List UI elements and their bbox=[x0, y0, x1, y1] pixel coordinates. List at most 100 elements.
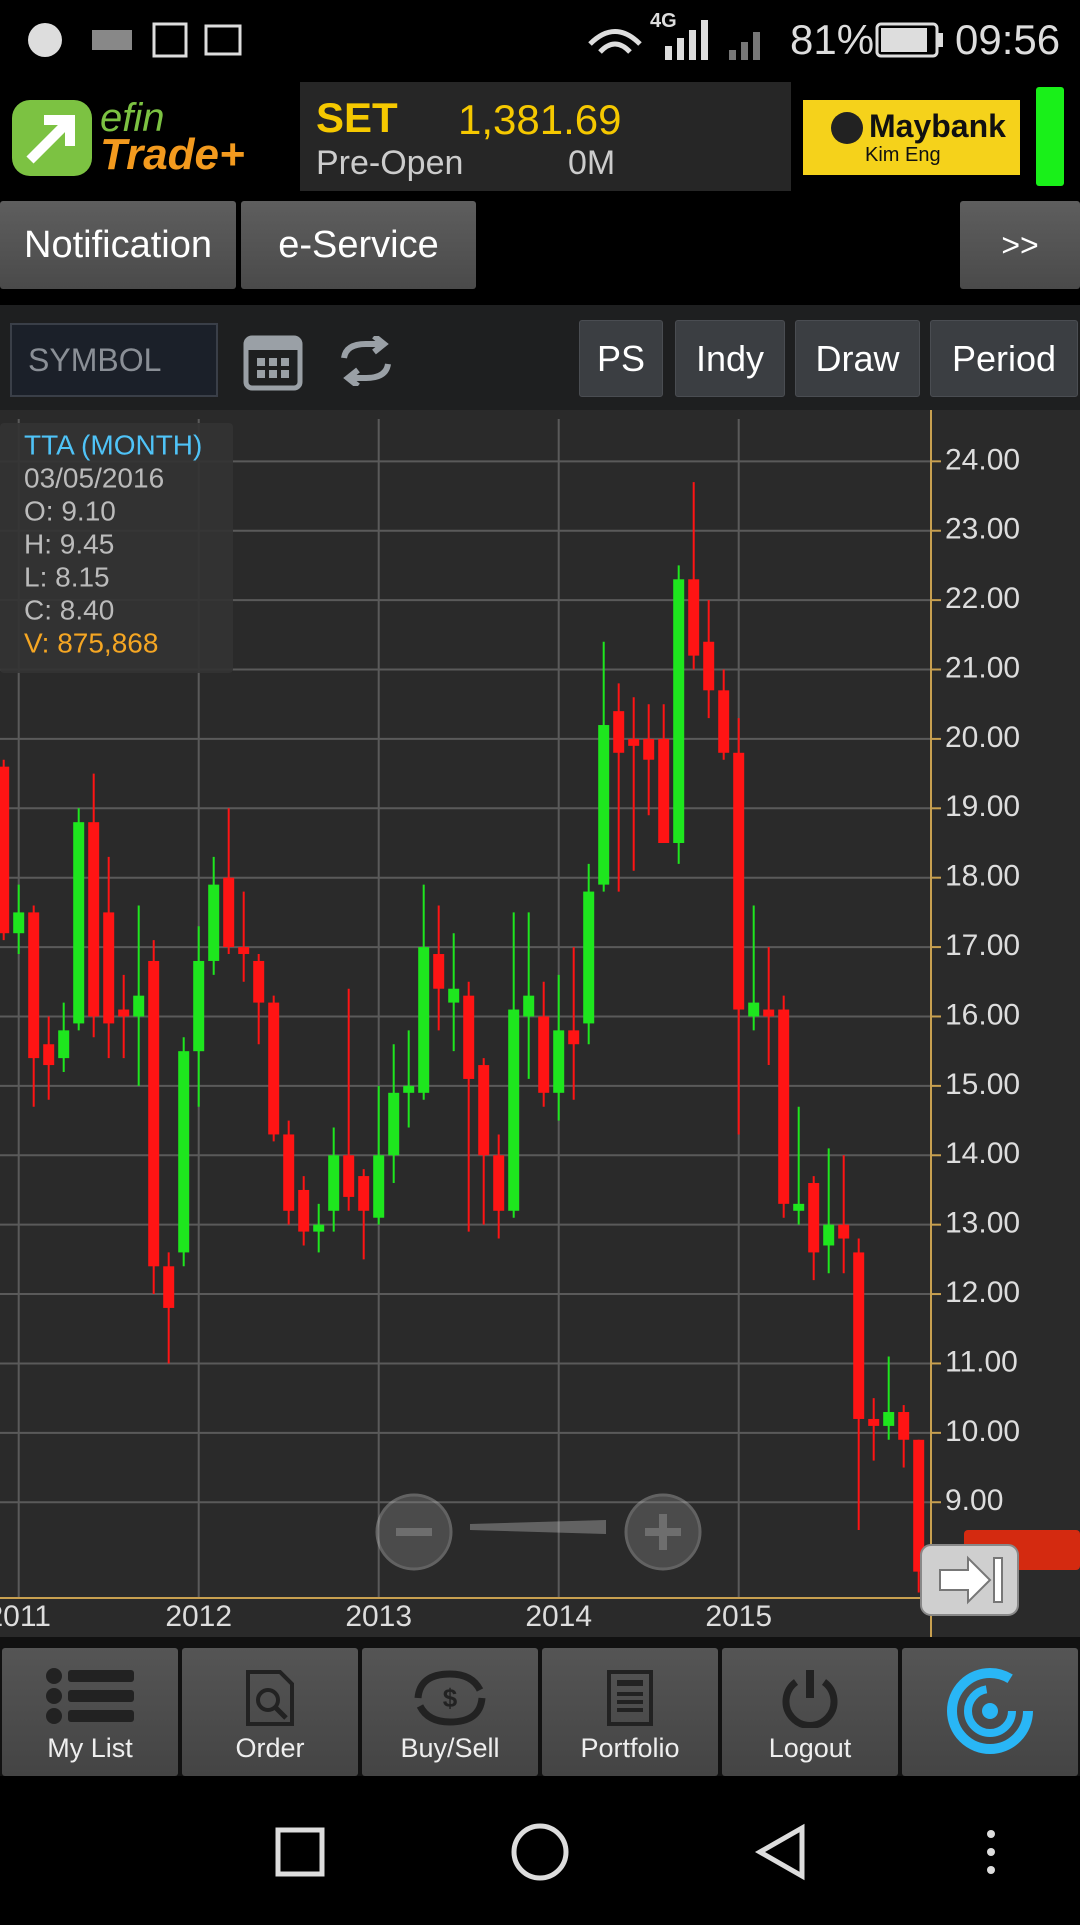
back-button[interactable] bbox=[754, 1823, 805, 1881]
candle-body bbox=[133, 995, 145, 1017]
candle-body bbox=[178, 1051, 190, 1253]
candle-body bbox=[148, 960, 160, 1267]
period-button[interactable]: Period bbox=[930, 320, 1078, 397]
notification-tab[interactable]: Notification bbox=[0, 201, 236, 289]
candle-body bbox=[583, 891, 595, 1024]
exit-fullscreen-button[interactable] bbox=[920, 1544, 1019, 1616]
order-button[interactable]: Order bbox=[182, 1648, 358, 1776]
candle-body bbox=[103, 912, 115, 1024]
candle-body bbox=[28, 912, 40, 1059]
candle-body bbox=[523, 995, 535, 1017]
x-tick-label: 2013 bbox=[345, 1600, 412, 1633]
candle-body bbox=[733, 752, 745, 1010]
buy-sell-label: Buy/Sell bbox=[400, 1733, 500, 1763]
svg-text:$: $ bbox=[443, 1683, 458, 1713]
index-name: SET bbox=[316, 94, 398, 141]
more-button[interactable]: >> bbox=[960, 201, 1080, 289]
refresh-status-button[interactable] bbox=[902, 1648, 1078, 1776]
buy-sell-button[interactable]: $ Buy/Sell bbox=[362, 1648, 538, 1776]
candle-body bbox=[73, 822, 85, 1024]
broker-sub: Kim Eng bbox=[865, 144, 941, 166]
header: efin Trade+ SET 1,381.69 Pre-Open 0M May… bbox=[0, 80, 1080, 200]
recents-button[interactable] bbox=[275, 1827, 325, 1877]
refresh-button[interactable] bbox=[338, 336, 394, 386]
info-title: TTA (MONTH) bbox=[24, 429, 202, 460]
info-volume: V: 875,868 bbox=[24, 627, 158, 658]
volume: 0M bbox=[568, 144, 616, 182]
y-tick-label: 13.00 bbox=[945, 1207, 1020, 1240]
info-open: O: 9.10 bbox=[24, 495, 116, 526]
logo-top: efin bbox=[100, 96, 165, 140]
candle-body bbox=[13, 912, 25, 934]
candle-body bbox=[718, 690, 730, 753]
candle-body bbox=[223, 877, 235, 948]
broker-logo: Maybank Kim Eng bbox=[803, 100, 1020, 175]
portfolio-button[interactable]: Portfolio bbox=[542, 1648, 718, 1776]
symbol-input[interactable]: SYMBOL bbox=[10, 323, 218, 397]
candle-body bbox=[868, 1418, 880, 1426]
status-indicator bbox=[1036, 87, 1064, 186]
indy-button[interactable]: Indy bbox=[675, 320, 785, 397]
system-nav bbox=[0, 1776, 1080, 1920]
broker-icon bbox=[831, 112, 863, 144]
candle-body bbox=[343, 1155, 355, 1197]
candle-body bbox=[253, 960, 265, 1003]
candle-body bbox=[43, 1044, 55, 1066]
candle-body bbox=[793, 1203, 805, 1211]
home-button[interactable] bbox=[511, 1823, 569, 1881]
broker-name: Maybank bbox=[869, 108, 1006, 144]
candle-body bbox=[493, 1155, 505, 1211]
candle-body bbox=[823, 1224, 835, 1246]
y-tick-label: 14.00 bbox=[945, 1137, 1020, 1170]
menu-button[interactable] bbox=[987, 1830, 995, 1874]
candle-body bbox=[403, 1085, 415, 1093]
info-close: C: 8.40 bbox=[24, 594, 114, 625]
draw-button[interactable]: Draw bbox=[795, 320, 920, 397]
candle-body bbox=[658, 738, 670, 843]
candle-body bbox=[643, 738, 655, 760]
calendar-button[interactable] bbox=[243, 330, 303, 392]
status-bar: 4G 81% 09:56 bbox=[0, 0, 1080, 80]
candle-body bbox=[283, 1134, 295, 1211]
candle-body bbox=[268, 1002, 280, 1135]
logout-button[interactable]: Logout bbox=[722, 1648, 898, 1776]
y-tick-label: 21.00 bbox=[945, 651, 1020, 684]
ps-button[interactable]: PS bbox=[579, 320, 663, 397]
session: Pre-Open bbox=[316, 144, 464, 182]
clock: 09:56 bbox=[955, 16, 1061, 63]
info-box-bg bbox=[0, 423, 233, 673]
zoom-controls[interactable] bbox=[375, 1493, 702, 1571]
order-label: Order bbox=[235, 1733, 305, 1763]
candle-body bbox=[763, 1009, 775, 1017]
candle-body bbox=[238, 947, 250, 955]
candlestick-chart: 9.00 10.00 11.00 12.00 13.00 14.00 15.00 16.00 1… bbox=[0, 410, 1080, 1637]
portfolio-icon bbox=[607, 1670, 653, 1726]
y-tick-label: 17.00 bbox=[945, 929, 1020, 962]
y-tick-label: 9.00 bbox=[945, 1484, 1003, 1517]
candle-body bbox=[508, 1009, 520, 1211]
candle-body bbox=[58, 1030, 70, 1059]
y-tick-label: 23.00 bbox=[945, 513, 1020, 546]
candle-body bbox=[613, 711, 625, 753]
candle-body bbox=[328, 1155, 340, 1211]
logo-icon bbox=[12, 100, 92, 176]
candle-body bbox=[748, 1002, 760, 1017]
my-list-button[interactable]: My List bbox=[2, 1648, 178, 1776]
candle-body bbox=[313, 1224, 325, 1232]
candle-body bbox=[0, 766, 10, 934]
candle-body bbox=[448, 988, 460, 1003]
candle-body bbox=[778, 1009, 790, 1204]
y-tick-label: 22.00 bbox=[945, 582, 1020, 615]
candle-body bbox=[898, 1412, 910, 1440]
spinner-icon bbox=[947, 1668, 1033, 1754]
bottom-bar bbox=[0, 1637, 1080, 1776]
eservice-tab[interactable]: e-Service bbox=[241, 201, 476, 289]
candle-body bbox=[628, 738, 640, 746]
candle-body bbox=[913, 1439, 925, 1572]
y-tick-label: 20.00 bbox=[945, 721, 1020, 754]
order-icon bbox=[246, 1670, 294, 1726]
x-tick-label: 2015 bbox=[705, 1600, 772, 1633]
candle-body bbox=[478, 1065, 490, 1156]
candle-body bbox=[883, 1412, 895, 1426]
